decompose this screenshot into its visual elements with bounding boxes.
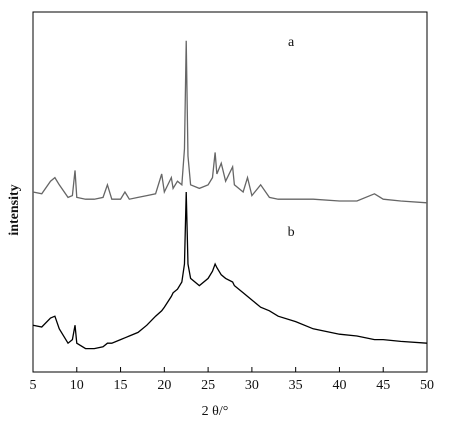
series-line (32, 191, 428, 350)
x-tick-label: 50 (420, 378, 434, 393)
x-tick-label: 15 (114, 378, 128, 393)
x-axis-label: 2 θ/° (202, 404, 229, 419)
x-tick-label: 10 (70, 378, 84, 393)
x-tick-label: 5 (30, 378, 37, 393)
plot-frame (32, 11, 428, 373)
x-tick-label: 40 (332, 378, 346, 393)
x-tick-label: 35 (289, 378, 303, 393)
x-tick-label: 45 (376, 378, 390, 393)
y-axis-label: intensity (7, 184, 22, 235)
x-tick-label: 20 (157, 378, 171, 393)
x-tick-label: 25 (201, 378, 215, 393)
series-label: b (288, 225, 295, 240)
x-tick-label: 30 (245, 378, 259, 393)
series-line (32, 40, 428, 204)
series-label: a (288, 35, 295, 50)
